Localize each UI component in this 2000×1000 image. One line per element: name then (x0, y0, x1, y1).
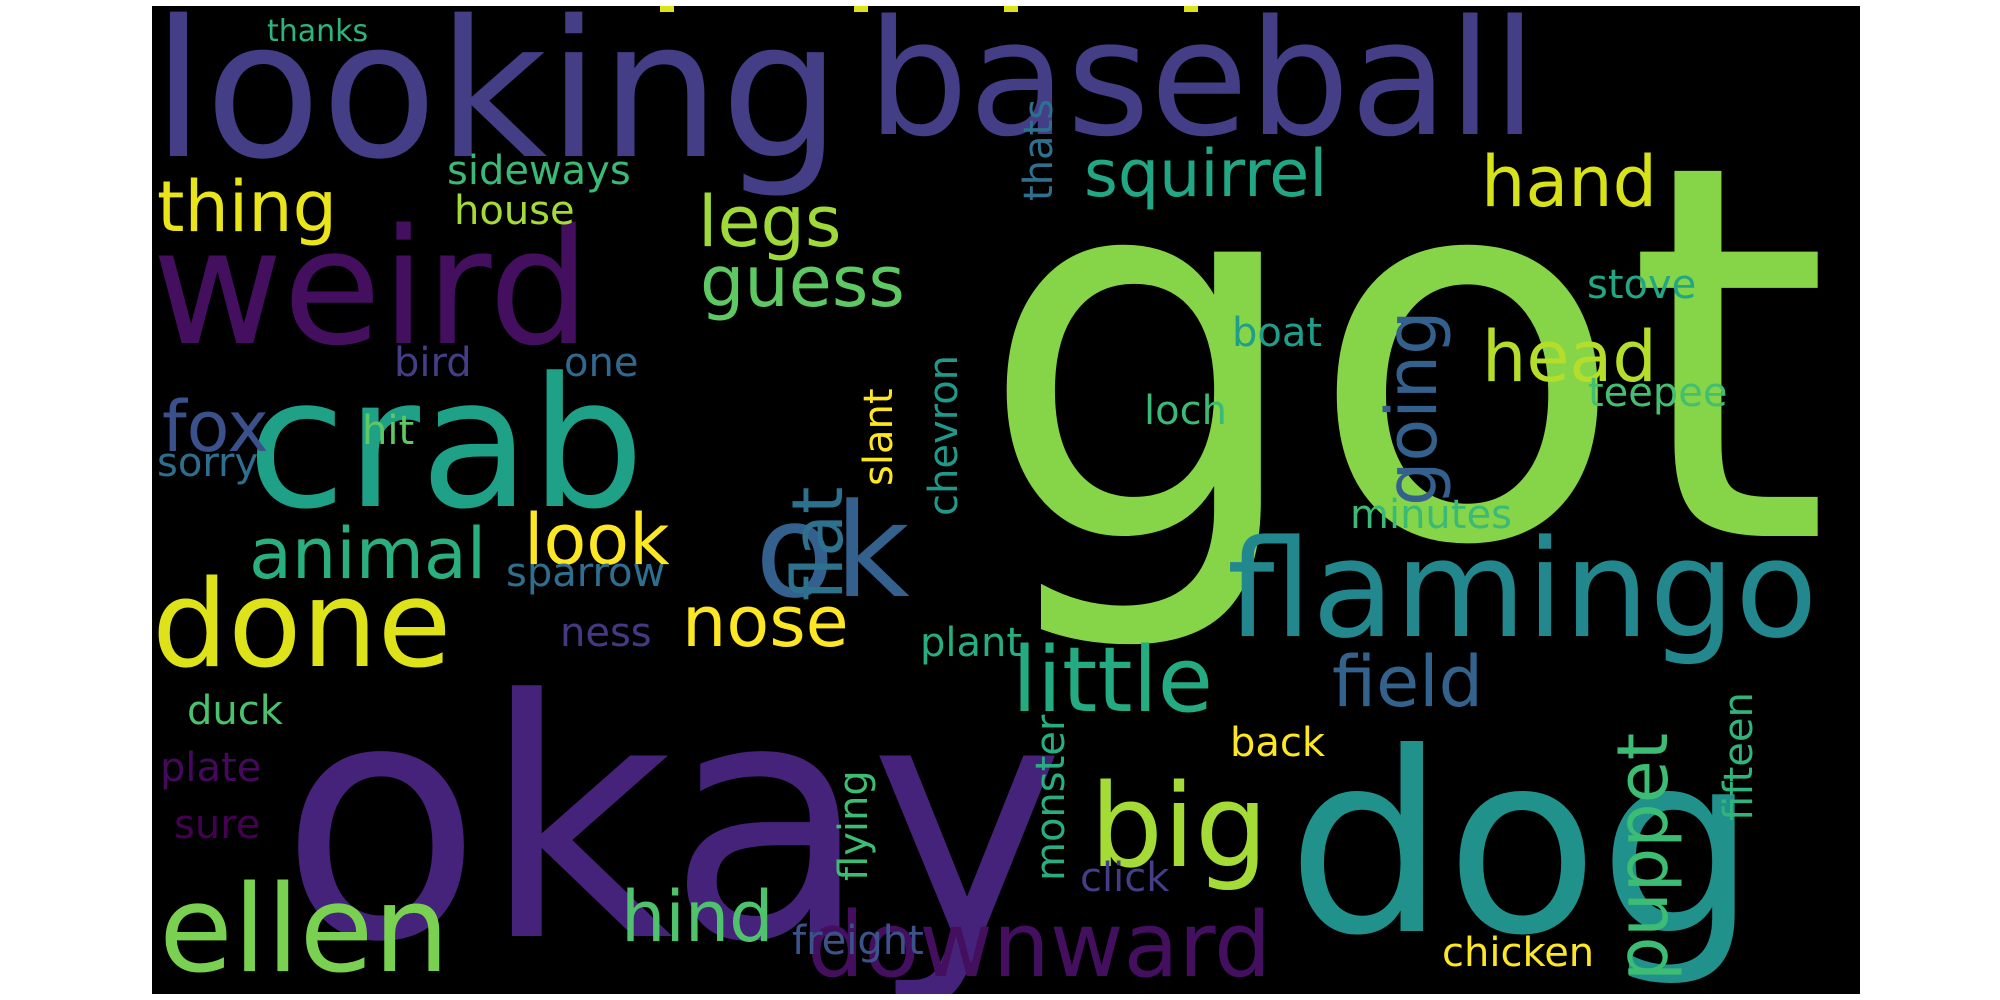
word-puppet: puppet (1602, 733, 1684, 981)
word-ellen: ellen (159, 861, 449, 994)
word-sure: sure (174, 802, 260, 848)
word-sideways: sideways (447, 148, 631, 194)
clipped-word-fragment (1184, 6, 1198, 12)
word-sorry: sorry (157, 440, 258, 486)
word-fifteen: fifteen (1716, 692, 1762, 821)
clipped-word-fragment (1004, 6, 1018, 12)
word-thing: thing (157, 166, 337, 248)
word-flat: flat (777, 487, 859, 601)
word-downward: downward (807, 893, 1271, 994)
word-big: big (1090, 760, 1268, 894)
word-looking: looking (152, 6, 841, 201)
word-ok: ok (755, 475, 910, 627)
word-slant: slant (856, 389, 902, 487)
word-field: field (1332, 641, 1483, 723)
word-bird: bird (394, 340, 472, 386)
word-guess: guess (700, 241, 905, 323)
word-chicken: chicken (1442, 930, 1594, 976)
word-teepee: teepee (1588, 370, 1728, 416)
word-ness: ness (560, 610, 652, 656)
word-chevron: chevron (921, 355, 967, 516)
word-weird: weird (152, 194, 590, 381)
word-hand: hand (1481, 141, 1657, 223)
word-hind: hind (621, 876, 774, 958)
word-thats: thats (1016, 99, 1062, 201)
word-squirrel: squirrel (1084, 137, 1327, 212)
word-one: one (564, 340, 638, 386)
word-plate: plate (160, 745, 261, 791)
word-freight: freight (792, 918, 924, 964)
word-crab: crab (247, 340, 645, 549)
word-thanks: thanks (267, 14, 368, 49)
word-head: head (1482, 316, 1657, 398)
word-fox: fox (162, 386, 269, 468)
word-going: going (1371, 310, 1453, 506)
word-dog: dog (1287, 699, 1757, 990)
clipped-word-fragment (660, 6, 674, 12)
word-hit: hit (362, 408, 414, 454)
word-animal: animal (249, 513, 486, 595)
word-monster: monster (1028, 714, 1074, 881)
word-okay: okay (280, 630, 1065, 994)
word-flying: flying (831, 770, 877, 881)
word-look: look (524, 499, 670, 581)
word-cloud-background (152, 6, 1860, 994)
word-sparrow: sparrow (506, 550, 665, 596)
word-little: little (1012, 628, 1213, 733)
word-got: got (978, 53, 1830, 659)
word-boat: boat (1232, 310, 1322, 356)
word-flamingo: flamingo (1227, 511, 1818, 668)
word-duck: duck (187, 688, 284, 734)
word-click: click (1080, 855, 1170, 901)
word-loch: loch (1144, 388, 1227, 434)
word-house: house (454, 188, 575, 234)
word-done: done (152, 556, 451, 695)
word-cloud: got okay looking baseball weird crab dog flamin… (152, 6, 1860, 994)
word-baseball: baseball (867, 6, 1537, 172)
word-stove: stove (1587, 262, 1696, 308)
word-plant: plant (920, 620, 1022, 666)
word-legs: legs (698, 181, 841, 263)
word-minutes: minutes (1350, 492, 1512, 538)
clipped-word-fragment (854, 6, 868, 12)
word-back: back (1230, 720, 1326, 766)
word-nose: nose (682, 581, 849, 663)
